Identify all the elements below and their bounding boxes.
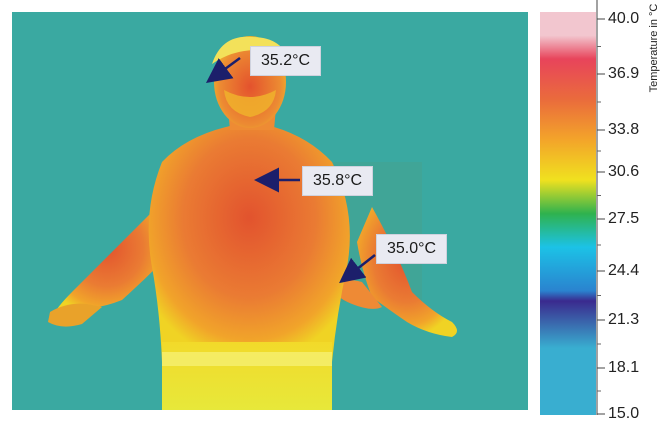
- scale-tick-label-3: 30.6: [608, 163, 640, 180]
- scale-tick-label-7: 18.1: [608, 359, 640, 376]
- scale-tick-label-0: 40.0: [608, 10, 640, 27]
- thermal-image: [12, 12, 528, 410]
- scale-tick-label-4: 27.5: [608, 210, 640, 227]
- color-scale-bar: [540, 12, 596, 415]
- temperature-label-chest: 35.8°C: [302, 166, 374, 196]
- thermal-figure: [12, 12, 528, 410]
- scale-tick-label-6: 21.3: [608, 311, 640, 328]
- color-scale-lower-band: [540, 348, 596, 415]
- scale-tick-label-1: 36.9: [608, 65, 640, 82]
- temperature-label-forehead: 35.2°C: [250, 46, 322, 76]
- color-scale-gradient: [540, 12, 596, 348]
- scale-tick-label-8: 15.0: [608, 405, 640, 422]
- scale-ticks: [596, 0, 605, 415]
- temperature-label-hand: 35.0°C: [376, 234, 448, 264]
- color-scale-title: Temperature in °C: [648, 3, 660, 93]
- scale-tick-label-5: 24.4: [608, 262, 640, 279]
- temperature-color-scale: [540, 12, 596, 415]
- scale-tick-label-2: 33.8: [608, 121, 640, 138]
